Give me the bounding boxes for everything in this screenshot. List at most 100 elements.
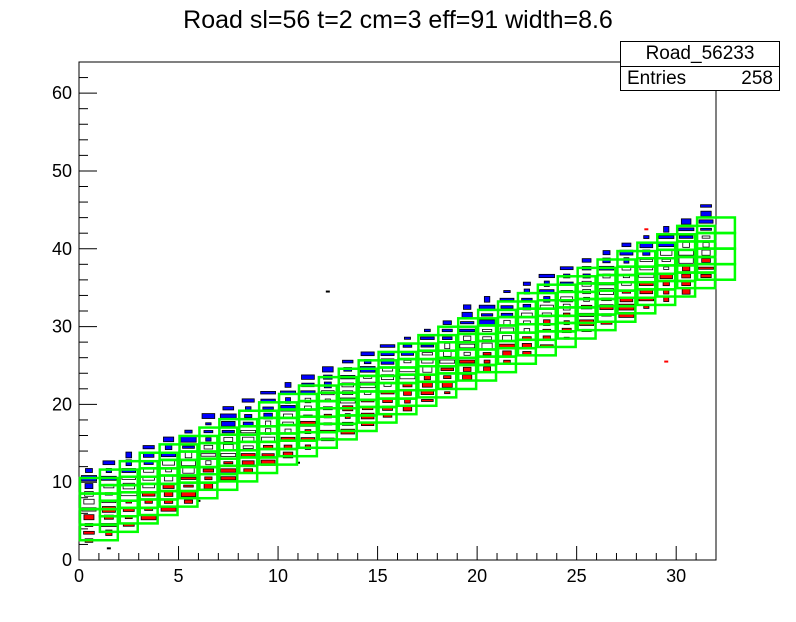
x-tick-label: 0: [74, 566, 84, 586]
upper-bin: [201, 413, 216, 419]
outlier-bin: [664, 360, 669, 363]
middle-bin: [481, 329, 493, 332]
upper-bin: [205, 422, 212, 426]
upper-bin: [500, 305, 514, 309]
middle-bin: [639, 259, 654, 262]
middle-bin: [242, 445, 254, 449]
upper-bin: [602, 250, 611, 256]
upper-bin: [163, 436, 175, 443]
upper-bin: [663, 226, 670, 233]
x-tick-label: 5: [174, 566, 184, 586]
outlier-bin: [106, 547, 111, 550]
upper-bin: [205, 437, 212, 442]
upper-bin: [242, 421, 254, 426]
middle-bin: [678, 257, 694, 264]
upper-bin: [244, 406, 252, 411]
plot-frame: [78, 61, 717, 561]
middle-bin: [702, 242, 710, 248]
stats-entries-value: 258: [741, 68, 773, 89]
upper-bin: [678, 235, 694, 239]
middle-bin: [205, 460, 212, 466]
upper-bin: [420, 344, 435, 348]
upper-bin: [521, 297, 533, 301]
y-tick-label: 60: [52, 83, 72, 103]
lower-bin: [483, 359, 491, 364]
lower-bin: [482, 352, 492, 356]
lower-bin: [183, 484, 194, 488]
upper-bin: [538, 273, 555, 279]
upper-bin: [360, 351, 375, 357]
lower-bin: [83, 514, 95, 521]
middle-bin: [220, 453, 237, 457]
lower-bin: [444, 391, 451, 395]
upper-bin: [219, 413, 237, 419]
upper-bin: [698, 219, 714, 224]
upper-bin: [483, 296, 491, 303]
lower-bin: [241, 460, 255, 466]
lower-bin: [700, 273, 712, 279]
upper-bin: [284, 382, 292, 388]
middle-bin: [443, 350, 452, 357]
upper-bin: [301, 374, 315, 380]
lower-bin: [543, 319, 551, 326]
y-tick-label: 40: [52, 239, 72, 259]
lower-bin: [183, 499, 194, 504]
lower-bin: [462, 366, 472, 372]
x-tick-label: 30: [666, 566, 686, 586]
middle-bin: [481, 342, 493, 350]
lower-bin: [443, 375, 452, 379]
upper-bin: [621, 242, 632, 248]
y-tick-label: 10: [52, 472, 72, 492]
middle-bin: [638, 274, 655, 278]
middle-bin: [439, 359, 456, 364]
lower-bin: [223, 461, 234, 465]
x-tick-label: 15: [368, 566, 388, 586]
upper-bin: [260, 391, 276, 395]
upper-bin: [658, 235, 675, 239]
upper-bin: [420, 336, 435, 340]
middle-bin: [444, 342, 451, 350]
lower-bin: [240, 453, 256, 457]
upper-bin: [463, 304, 472, 310]
upper-bin: [442, 320, 452, 325]
lower-bin: [701, 258, 711, 263]
upper-bin: [203, 430, 214, 434]
upper-bin: [125, 451, 133, 459]
upper-bin: [424, 328, 431, 333]
upper-bin: [322, 366, 334, 373]
lower-bin: [462, 374, 473, 380]
lower-bin: [83, 530, 95, 535]
y-tick-label: 30: [52, 317, 72, 337]
upper-bin: [559, 266, 574, 271]
lower-bin: [421, 399, 434, 402]
upper-bin: [102, 460, 116, 466]
upper-bin: [379, 344, 396, 348]
upper-bin: [700, 210, 712, 217]
middle-bin: [182, 467, 195, 474]
middle-bin: [200, 453, 217, 457]
x-tick-label: 10: [268, 566, 288, 586]
upper-bin: [460, 321, 475, 325]
lower-bin: [180, 476, 197, 480]
upper-bin: [221, 420, 236, 427]
upper-bin: [441, 328, 453, 333]
lower-bin: [681, 273, 691, 279]
upper-bin: [499, 297, 515, 301]
middle-bin: [421, 352, 433, 356]
middle-bin: [223, 444, 234, 451]
upper-bin: [680, 218, 692, 225]
lower-bin: [662, 281, 670, 287]
lower-bin: [459, 359, 476, 364]
middle-bin: [203, 444, 214, 450]
middle-bin: [223, 436, 234, 442]
upper-bin: [478, 304, 496, 310]
y-tick-label: 0: [62, 550, 72, 570]
lower-bin: [261, 453, 275, 457]
upper-bin: [184, 429, 193, 434]
upper-bin: [125, 459, 132, 467]
upper-bin: [403, 336, 411, 340]
lower-bin: [160, 507, 177, 512]
middle-bin: [399, 375, 416, 380]
upper-bin: [459, 328, 476, 333]
